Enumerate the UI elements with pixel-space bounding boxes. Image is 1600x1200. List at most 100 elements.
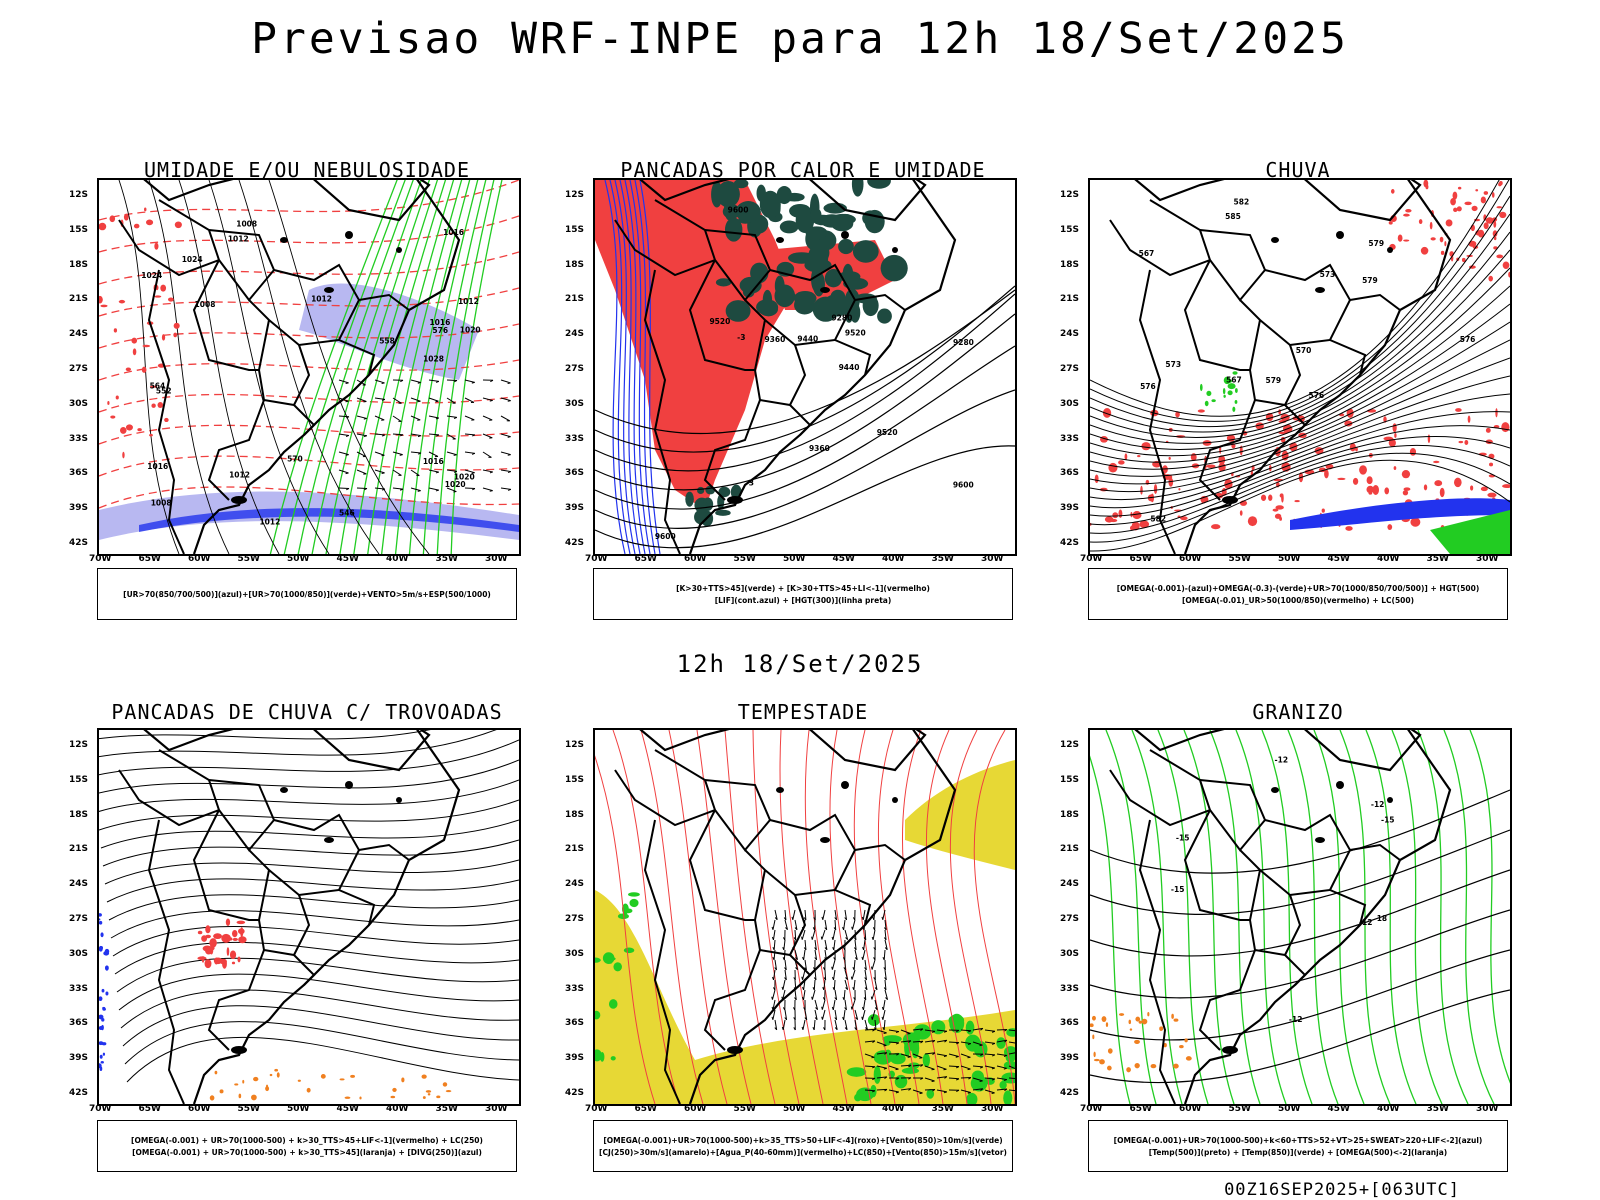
longitude-tick-label: 60W: [1179, 554, 1202, 564]
contour-label: 1012: [259, 518, 280, 527]
rain-red-north: [1388, 180, 1510, 282]
convection-green-area: [711, 180, 908, 324]
longitude-tick-label: 40W: [1377, 1104, 1400, 1114]
longitude-tick-label: 55W: [237, 1104, 260, 1114]
longitude-tick-label: 55W: [733, 1104, 756, 1114]
contour-label: 567: [1139, 249, 1155, 258]
latitude-tick-label: 12S: [1060, 740, 1080, 750]
panel-legend: [UR>70(850/700/500)](azul)+[UR>70(1000/8…: [97, 568, 517, 620]
map-canvas: 1016 1012 1020 1012 1008 1008 1016 1012 1016 1008…: [99, 180, 519, 554]
longitude-tick-label: 70W: [585, 554, 608, 564]
latitude-tick-label: 42S: [565, 1088, 585, 1098]
contour-label: 1016: [423, 457, 444, 466]
latitude-tick-label: 27S: [565, 364, 585, 374]
latitude-tick-label: 21S: [565, 844, 585, 855]
longitude-tick-label: 35W: [1426, 1104, 1449, 1114]
forecast-map-panel: 1016 1012 1020 1012 1008 1008 1016 1012 1016 1008…: [97, 178, 521, 556]
longitude-tick-label: 70W: [585, 1104, 608, 1114]
latitude-tick-label: 12S: [565, 740, 585, 750]
latitude-tick-label: 12S: [69, 190, 89, 200]
longitude-tick-label: 45W: [1327, 1104, 1350, 1114]
longitude-tick-label: 40W: [882, 1104, 905, 1114]
latitude-tick-label: 27S: [565, 914, 585, 924]
latitude-tick-label: 30S: [565, 398, 585, 409]
longitude-tick-label: 65W: [634, 554, 657, 564]
latitude-tick-label: 18S: [1060, 259, 1080, 270]
longitude-tick-label: 55W: [733, 554, 756, 564]
contour-label: 573: [1165, 360, 1181, 369]
latitude-tick-label: 42S: [1060, 538, 1080, 548]
latitude-tick-label: 24S: [565, 329, 585, 340]
contour-label: -12: [1359, 918, 1373, 927]
wind-vectors-850-south: [864, 1027, 1015, 1095]
latitude-tick-label: 36S: [69, 468, 89, 479]
contour-label: 573: [1320, 270, 1336, 279]
legend-line: [LIF](cont.azul) + [HGT(300)](linha pret…: [714, 595, 892, 605]
longitude-tick-label: 60W: [188, 1104, 211, 1114]
contour-label: -15: [1381, 816, 1395, 825]
contour-label: 585: [1225, 212, 1241, 221]
longitude-tick-label: 30W: [981, 554, 1004, 564]
contour-label: -12: [1289, 1015, 1303, 1024]
contour-label: -3: [737, 333, 745, 342]
longitude-tick-label: 35W: [435, 1104, 458, 1114]
legend-line: [OMEGA(-0.001) + UR>70(1000-500) + k>30_…: [131, 1135, 483, 1145]
contour-label: 1012: [229, 470, 250, 479]
longitude-tick-label: 50W: [287, 554, 310, 564]
latitude-tick-label: 42S: [69, 1088, 89, 1098]
contour-label: 558: [379, 336, 395, 345]
legend-line: [OMEGA(-0.01)_UR>50(1000/850)(vermelho) …: [1181, 595, 1415, 605]
latitude-tick-label: 39S: [1060, 503, 1080, 514]
latitude-tick-label: 21S: [1060, 844, 1080, 855]
panel-legend: [OMEGA(-0.001)+UR>70(1000-500)+k<60+TTS>…: [1088, 1120, 1508, 1172]
longitude-tick-label: 65W: [138, 554, 161, 564]
panel-legend: [OMEGA(-0.001)+UR>70(1000-500)+k>35_TTS>…: [593, 1120, 1013, 1172]
legend-line: [OMEGA(-0.001)+UR>70(1000-500)+k>35_TTS>…: [603, 1135, 1003, 1145]
latitude-tick-label: 30S: [1060, 948, 1080, 959]
longitude-tick-label: 45W: [832, 1104, 855, 1114]
humidity-850-area: [299, 283, 479, 380]
panel-legend: [K>30+TTS>45](verde) + [K>30+TTS>45+LI<-…: [593, 568, 1013, 620]
forecast-map-panel: [593, 728, 1017, 1106]
latitude-tick-label: 21S: [69, 844, 89, 855]
longitude-tick-label: 35W: [435, 554, 458, 564]
contour-label: 1008: [236, 219, 257, 228]
longitude-tick-label: 65W: [1129, 554, 1152, 564]
latitude-tick-label: 12S: [1060, 190, 1080, 200]
divergence-blue: [99, 913, 110, 1071]
contour-label: 1012: [228, 234, 249, 243]
contour-label: -3: [746, 478, 754, 487]
latitude-tick-label: 42S: [565, 538, 585, 548]
second-row-title: 12h 18/Set/2025: [676, 650, 924, 678]
contour-label: -15: [1171, 885, 1185, 894]
contour-label: -12: [1371, 800, 1385, 809]
forecast-map-panel: 582 579 576 579 576 573 567 579 576 573 570 582 585 5…: [1088, 178, 1512, 556]
omega-orange-areas: [1090, 1012, 1192, 1073]
latitude-tick-label: 30S: [69, 948, 89, 959]
contour-label: 576: [432, 326, 448, 335]
contour-label: 1024: [182, 255, 203, 264]
humidity-low-level: [269, 180, 503, 554]
latitude-tick-label: 39S: [69, 503, 89, 514]
contour-label: 9360: [809, 444, 830, 453]
longitude-tick-label: 70W: [89, 554, 112, 564]
rain-green-area: [1430, 510, 1510, 554]
latitude-tick-label: 24S: [69, 329, 89, 340]
longitude-tick-label: 50W: [1278, 1104, 1301, 1114]
temp-500-contours: [1090, 789, 1510, 1084]
longitude-tick-label: 35W: [931, 1104, 954, 1114]
longitude-tick-label: 60W: [684, 554, 707, 564]
legend-line: [Temp(500)](preto) + [Temp(850)](verde) …: [1148, 1147, 1448, 1157]
contour-label: 9280: [953, 338, 974, 347]
rain-green-center: [1199, 371, 1238, 412]
contour-label: 1016: [429, 318, 450, 327]
latitude-tick-label: 27S: [69, 364, 89, 374]
longitude-tick-label: 65W: [634, 1104, 657, 1114]
contour-label: 579: [1362, 276, 1378, 285]
contour-label: 1008: [151, 499, 172, 508]
contour-label: 9520: [845, 329, 866, 338]
contour-label: -12: [1275, 755, 1289, 764]
contour-label: 18: [1377, 914, 1387, 923]
map-canvas: 582 579 576 579 576 573 567 579 576 573 570 582 585 5…: [1090, 180, 1510, 554]
contour-label: 576: [1140, 382, 1156, 391]
